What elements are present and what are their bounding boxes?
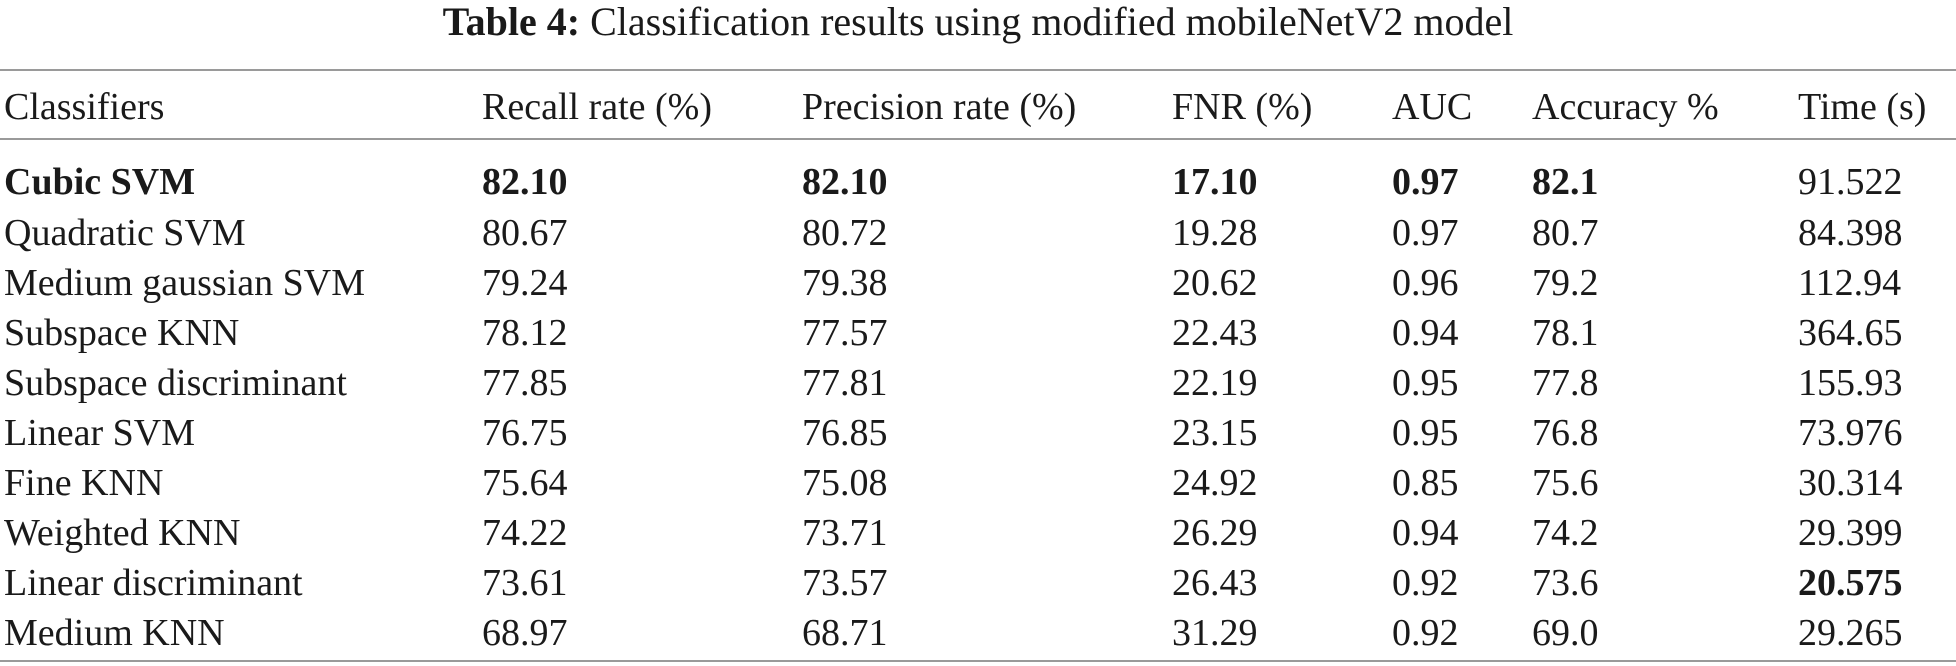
table-bottom-rule bbox=[0, 660, 1956, 662]
auc-cell: 0.95 bbox=[1392, 412, 1459, 454]
time-cell: 112.94 bbox=[1798, 262, 1902, 304]
column-header: Precision rate (%) bbox=[802, 86, 1077, 128]
auc-cell: 0.97 bbox=[1392, 161, 1459, 203]
accuracy-cell: 69.0 bbox=[1532, 612, 1599, 654]
table-row: Fine KNN 75.64 75.08 24.92 0.85 75.6 30.… bbox=[0, 458, 1956, 508]
auc-cell: 0.96 bbox=[1392, 262, 1459, 304]
classifier-cell: Medium gaussian SVM bbox=[4, 262, 365, 304]
fnr-cell: 26.29 bbox=[1172, 512, 1258, 554]
precision-cell: 77.81 bbox=[802, 362, 888, 404]
precision-cell: 75.08 bbox=[802, 462, 888, 504]
auc-cell: 0.95 bbox=[1392, 362, 1459, 404]
column-header: Accuracy % bbox=[1532, 86, 1719, 128]
accuracy-cell: 76.8 bbox=[1532, 412, 1599, 454]
fnr-cell: 22.43 bbox=[1172, 312, 1258, 354]
accuracy-cell: 80.7 bbox=[1532, 212, 1599, 254]
accuracy-cell: 79.2 bbox=[1532, 262, 1599, 304]
time-cell: 29.399 bbox=[1798, 512, 1903, 554]
recall-cell: 75.64 bbox=[482, 462, 568, 504]
fnr-cell: 17.10 bbox=[1172, 161, 1258, 203]
time-cell: 30.314 bbox=[1798, 462, 1903, 504]
fnr-cell: 22.19 bbox=[1172, 362, 1258, 404]
precision-cell: 79.38 bbox=[802, 262, 888, 304]
time-cell: 20.575 bbox=[1798, 562, 1903, 604]
classifier-cell: Linear SVM bbox=[4, 412, 196, 454]
caption-text: Classification results using modified mo… bbox=[590, 0, 1514, 44]
precision-cell: 80.72 bbox=[802, 212, 888, 254]
table-row: Quadratic SVM 80.67 80.72 19.28 0.97 80.… bbox=[0, 208, 1956, 258]
column-header: Classifiers bbox=[4, 86, 165, 128]
classifier-cell: Fine KNN bbox=[4, 462, 164, 504]
results-table: Classifiers Recall rate (%) Precision ra… bbox=[0, 76, 1956, 658]
classifier-cell: Subspace discriminant bbox=[4, 362, 347, 404]
precision-cell: 77.57 bbox=[802, 312, 888, 354]
auc-cell: 0.94 bbox=[1392, 512, 1459, 554]
precision-cell: 73.57 bbox=[802, 562, 888, 604]
table-caption: Table 4: Classification results using mo… bbox=[0, 0, 1956, 62]
precision-cell: 73.71 bbox=[802, 512, 888, 554]
header-row: Classifiers Recall rate (%) Precision ra… bbox=[0, 76, 1956, 138]
accuracy-cell: 82.1 bbox=[1532, 161, 1599, 203]
auc-cell: 0.97 bbox=[1392, 212, 1459, 254]
recall-cell: 82.10 bbox=[482, 161, 568, 203]
accuracy-cell: 77.8 bbox=[1532, 362, 1599, 404]
fnr-cell: 26.43 bbox=[1172, 562, 1258, 604]
table-header-rule bbox=[0, 138, 1956, 140]
time-cell: 155.93 bbox=[1798, 362, 1903, 404]
accuracy-cell: 75.6 bbox=[1532, 462, 1599, 504]
table-row: Medium gaussian SVM 79.24 79.38 20.62 0.… bbox=[0, 258, 1956, 308]
classifier-cell: Subspace KNN bbox=[4, 312, 240, 354]
classifier-cell: Cubic SVM bbox=[4, 161, 196, 203]
classifier-cell: Medium KNN bbox=[4, 612, 225, 654]
time-cell: 29.265 bbox=[1798, 612, 1903, 654]
recall-cell: 74.22 bbox=[482, 512, 568, 554]
time-cell: 91.522 bbox=[1798, 161, 1903, 203]
precision-cell: 76.85 bbox=[802, 412, 888, 454]
classifier-cell: Quadratic SVM bbox=[4, 212, 246, 254]
table-row: Linear SVM 76.75 76.85 23.15 0.95 76.8 7… bbox=[0, 408, 1956, 458]
precision-cell: 82.10 bbox=[802, 161, 888, 203]
column-header: AUC bbox=[1392, 86, 1473, 128]
auc-cell: 0.92 bbox=[1392, 612, 1459, 654]
table-top-rule bbox=[0, 69, 1956, 71]
table-row: Subspace discriminant 77.85 77.81 22.19 … bbox=[0, 358, 1956, 408]
recall-cell: 76.75 bbox=[482, 412, 568, 454]
time-cell: 73.976 bbox=[1798, 412, 1903, 454]
fnr-cell: 23.15 bbox=[1172, 412, 1258, 454]
fnr-cell: 24.92 bbox=[1172, 462, 1258, 504]
recall-cell: 73.61 bbox=[482, 562, 568, 604]
classifier-cell: Weighted KNN bbox=[4, 512, 241, 554]
classifier-cell: Linear discriminant bbox=[4, 562, 303, 604]
table-row: Medium KNN 68.97 68.71 31.29 0.92 69.0 2… bbox=[0, 608, 1956, 658]
table-row: Linear discriminant 73.61 73.57 26.43 0.… bbox=[0, 558, 1956, 608]
caption-label: Table 4: bbox=[442, 0, 581, 44]
accuracy-cell: 74.2 bbox=[1532, 512, 1599, 554]
table-row: Weighted KNN 74.22 73.71 26.29 0.94 74.2… bbox=[0, 508, 1956, 558]
recall-cell: 79.24 bbox=[482, 262, 568, 304]
fnr-cell: 19.28 bbox=[1172, 212, 1258, 254]
column-header: Time (s) bbox=[1798, 86, 1927, 128]
table-row: Cubic SVM 82.10 82.10 17.10 0.97 82.1 91… bbox=[0, 138, 1956, 208]
time-cell: 364.65 bbox=[1798, 312, 1903, 354]
auc-cell: 0.85 bbox=[1392, 462, 1459, 504]
accuracy-cell: 73.6 bbox=[1532, 562, 1599, 604]
recall-cell: 77.85 bbox=[482, 362, 568, 404]
fnr-cell: 31.29 bbox=[1172, 612, 1258, 654]
accuracy-cell: 78.1 bbox=[1532, 312, 1599, 354]
precision-cell: 68.71 bbox=[802, 612, 888, 654]
recall-cell: 80.67 bbox=[482, 212, 568, 254]
time-cell: 84.398 bbox=[1798, 212, 1903, 254]
recall-cell: 68.97 bbox=[482, 612, 568, 654]
fnr-cell: 20.62 bbox=[1172, 262, 1258, 304]
column-header: FNR (%) bbox=[1172, 86, 1313, 128]
recall-cell: 78.12 bbox=[482, 312, 568, 354]
auc-cell: 0.92 bbox=[1392, 562, 1459, 604]
table-row: Subspace KNN 78.12 77.57 22.43 0.94 78.1… bbox=[0, 308, 1956, 358]
auc-cell: 0.94 bbox=[1392, 312, 1459, 354]
column-header: Recall rate (%) bbox=[482, 86, 712, 128]
